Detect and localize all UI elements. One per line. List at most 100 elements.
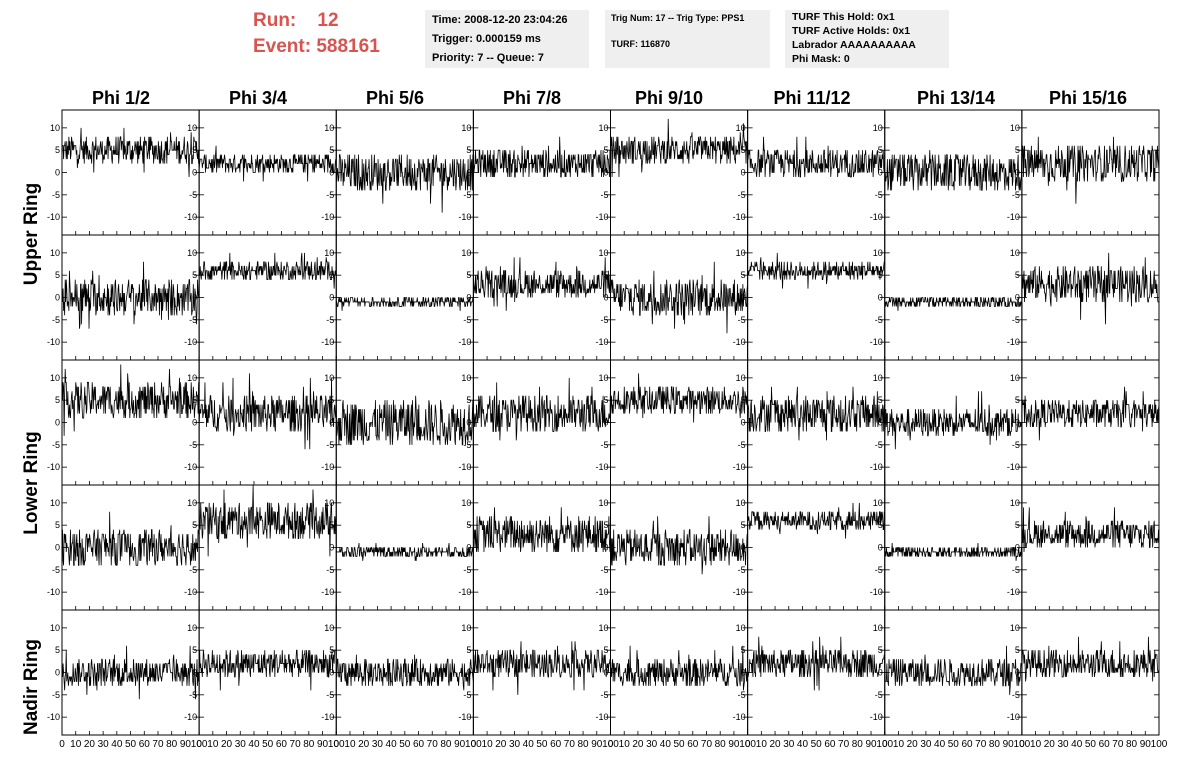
ytick-label: 5 bbox=[1015, 395, 1020, 405]
ytick-label: 5 bbox=[741, 270, 746, 280]
ytick-label: -5 bbox=[52, 315, 60, 325]
ytick-label: -5 bbox=[189, 565, 197, 575]
ytick-label: -5 bbox=[600, 440, 608, 450]
ytick-label: -10 bbox=[47, 712, 60, 722]
column-title-phi-3-4: Phi 3/4 bbox=[228, 88, 288, 108]
ytick-label: 10 bbox=[736, 123, 746, 133]
column-title-phi-1-2: Phi 1/2 bbox=[91, 88, 151, 108]
ytick-label: -10 bbox=[1007, 212, 1020, 222]
ytick-label: 10 bbox=[324, 123, 334, 133]
event-value: 588161 bbox=[316, 36, 380, 57]
ytick-label: 5 bbox=[192, 645, 197, 655]
xtick-label: 20 bbox=[84, 739, 96, 750]
panel-frame-r3-c6 bbox=[884, 484, 1023, 611]
ytick-label: 0 bbox=[878, 668, 883, 678]
ytick-label: 10 bbox=[50, 373, 60, 383]
ytick-label: -10 bbox=[47, 212, 60, 222]
ytick-label: 5 bbox=[878, 145, 883, 155]
ytick-label: -10 bbox=[47, 462, 60, 472]
ytick-label: 5 bbox=[192, 395, 197, 405]
ytick-label: 0 bbox=[192, 418, 197, 428]
xtick-label: 30 bbox=[235, 739, 247, 750]
priority-text: Priority: 7 -- Queue: 7 bbox=[432, 52, 544, 64]
ytick-label: 0 bbox=[329, 293, 334, 303]
waveform-line-r0-c2 bbox=[335, 154, 474, 213]
ytick-label: -10 bbox=[184, 462, 197, 472]
ytick-label: -10 bbox=[321, 712, 334, 722]
ytick-label: -5 bbox=[326, 690, 334, 700]
ytick-label: 10 bbox=[873, 373, 883, 383]
ytick-label: 5 bbox=[192, 270, 197, 280]
ytick-label: -5 bbox=[600, 565, 608, 575]
waveform-line-r2-c3 bbox=[472, 377, 611, 441]
ytick-label: 5 bbox=[878, 395, 883, 405]
waveform-line-r4-c5 bbox=[747, 636, 886, 691]
xtick-label: 90 bbox=[591, 739, 603, 750]
xtick-label: 90 bbox=[1003, 739, 1015, 750]
ytick-label: 5 bbox=[1015, 645, 1020, 655]
turf-active-text: TURF Active Holds: 0x1 bbox=[792, 25, 911, 37]
waveform-line-r3-c0 bbox=[61, 511, 200, 566]
waveform-line-r0-c5 bbox=[747, 136, 886, 178]
ytick-label: 5 bbox=[466, 145, 471, 155]
ytick-label: -5 bbox=[326, 315, 334, 325]
ytick-label: 10 bbox=[50, 623, 60, 633]
ytick-label: 10 bbox=[736, 248, 746, 258]
ytick-label: 10 bbox=[461, 248, 471, 258]
xtick-label: 30 bbox=[509, 739, 521, 750]
ytick-label: 5 bbox=[878, 645, 883, 655]
waveform-line-r4-c0 bbox=[61, 645, 200, 700]
ytick-label: 10 bbox=[873, 123, 883, 133]
ytick-label: -10 bbox=[733, 712, 746, 722]
xtick-label: 10 bbox=[482, 739, 494, 750]
ytick-label: 5 bbox=[878, 270, 883, 280]
xtick-label: 90 bbox=[1140, 739, 1152, 750]
ytick-label: -10 bbox=[458, 462, 471, 472]
panel-frame-r0-c1 bbox=[198, 109, 337, 236]
xtick-label: 100 bbox=[328, 739, 345, 750]
xtick-label: 80 bbox=[440, 739, 452, 750]
waveform-line-r2-c1 bbox=[198, 373, 337, 450]
xtick-label: 0 bbox=[608, 739, 614, 750]
ytick-label: 0 bbox=[1015, 168, 1020, 178]
xtick-label: 40 bbox=[386, 739, 398, 750]
ytick-label: 0 bbox=[466, 293, 471, 303]
ytick-label: 10 bbox=[598, 498, 608, 508]
ytick-label: -5 bbox=[738, 565, 746, 575]
trig-info-box: Trig Num: 17 -- Trig Type: PPS1 TURF: 11… bbox=[605, 10, 770, 68]
ytick-label: -5 bbox=[875, 440, 883, 450]
xtick-label: 50 bbox=[674, 739, 686, 750]
ytick-label: 0 bbox=[878, 418, 883, 428]
xtick-label: 80 bbox=[578, 739, 590, 750]
xtick-label: 70 bbox=[564, 739, 576, 750]
ytick-label: -10 bbox=[458, 587, 471, 597]
ytick-label: 0 bbox=[741, 543, 746, 553]
ytick-label: 0 bbox=[55, 668, 60, 678]
xtick-label: 80 bbox=[715, 739, 727, 750]
panel-frame-r0-c0 bbox=[61, 109, 200, 236]
ytick-label: 10 bbox=[1010, 248, 1020, 258]
ytick-label: 5 bbox=[329, 145, 334, 155]
ytick-label: 5 bbox=[192, 520, 197, 530]
ytick-label: 10 bbox=[324, 623, 334, 633]
xtick-label: 60 bbox=[276, 739, 288, 750]
waveform-line-r0-c0 bbox=[62, 127, 200, 177]
xtick-label: 100 bbox=[1014, 739, 1031, 750]
ytick-label: 10 bbox=[598, 623, 608, 633]
ytick-label: 5 bbox=[741, 395, 746, 405]
ytick-label: -5 bbox=[875, 190, 883, 200]
ytick-label: -10 bbox=[321, 587, 334, 597]
ytick-label: 0 bbox=[878, 543, 883, 553]
event-row: Event: 588161 bbox=[253, 34, 380, 60]
waveform-line-r0-c1 bbox=[198, 145, 337, 182]
xtick-label: 90 bbox=[454, 739, 466, 750]
waveform-line-r4-c7 bbox=[1021, 636, 1160, 682]
ytick-label: -10 bbox=[870, 462, 883, 472]
ytick-label: 5 bbox=[741, 520, 746, 530]
xtick-label: 0 bbox=[471, 739, 477, 750]
time-info-box: Time: 2008-12-20 23:04:26 Trigger: 0.000… bbox=[425, 10, 589, 68]
ytick-label: 0 bbox=[1015, 418, 1020, 428]
ytick-label: 5 bbox=[1015, 145, 1020, 155]
ytick-label: -5 bbox=[1012, 565, 1020, 575]
